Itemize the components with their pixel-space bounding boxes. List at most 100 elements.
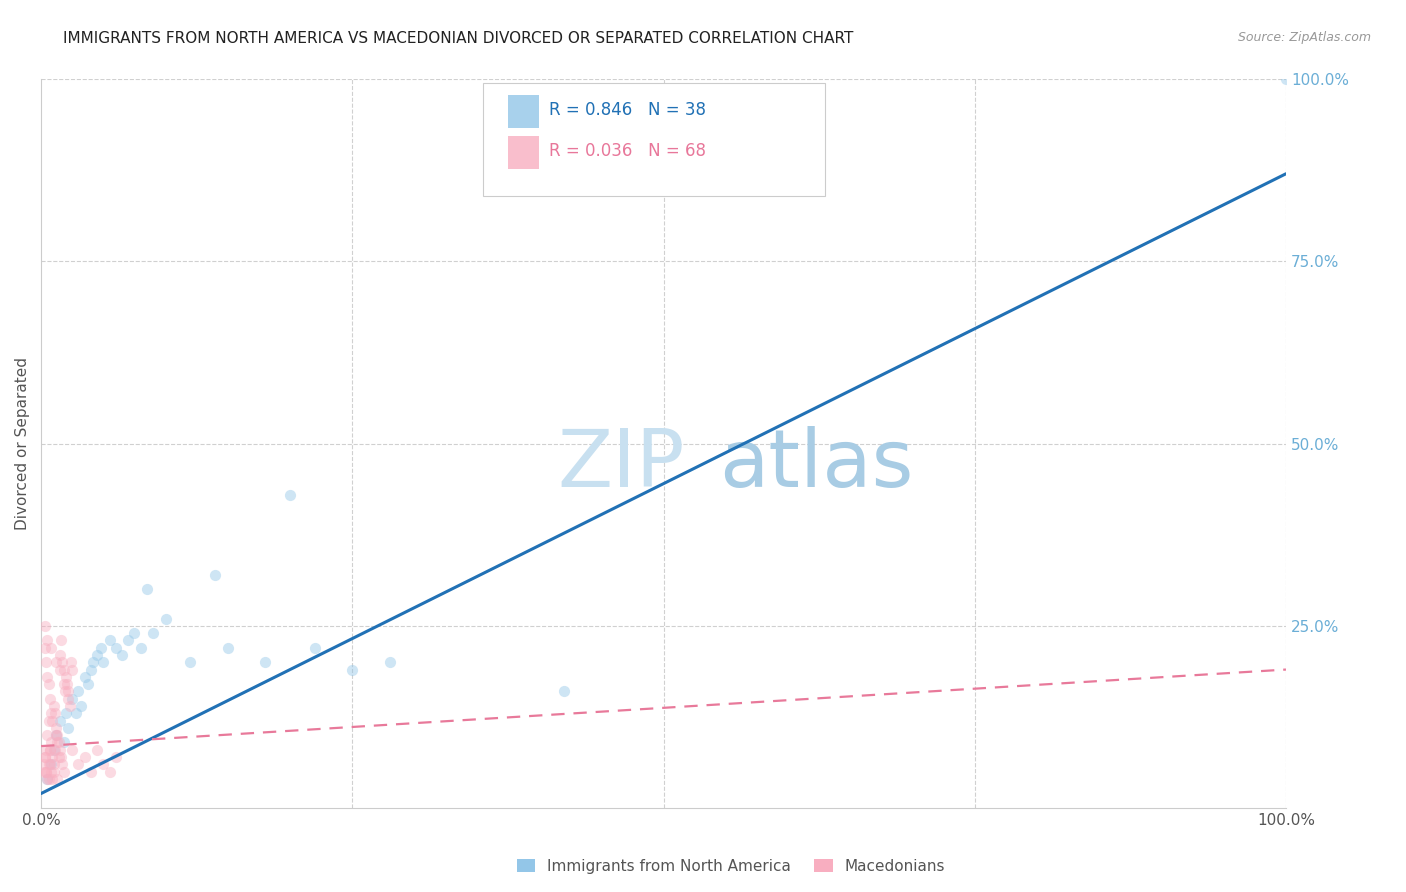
Point	[1275, 72, 1298, 87]
Point	[179, 655, 201, 669]
Point	[82, 655, 104, 669]
Point	[35, 655, 58, 669]
Point	[46, 772, 69, 786]
Point	[35, 743, 58, 757]
Point	[41, 750, 63, 764]
FancyBboxPatch shape	[508, 136, 538, 169]
Point	[42, 743, 65, 757]
Point	[60, 663, 83, 677]
Point	[32, 757, 55, 772]
Point	[86, 743, 108, 757]
Point	[42, 698, 65, 713]
Point	[93, 757, 115, 772]
Point	[65, 706, 87, 721]
Text: R = 0.846   N = 38: R = 0.846 N = 38	[548, 102, 706, 120]
Point	[553, 684, 575, 698]
Point	[55, 670, 77, 684]
Point	[129, 640, 152, 655]
Point	[378, 655, 401, 669]
Point	[37, 772, 59, 786]
Point	[104, 750, 127, 764]
Point	[38, 743, 60, 757]
Point	[38, 677, 60, 691]
Point	[86, 648, 108, 662]
Point	[39, 706, 62, 721]
Legend: Immigrants from North America, Macedonians: Immigrants from North America, Macedonia…	[510, 853, 952, 880]
Text: R = 0.036   N = 68: R = 0.036 N = 68	[548, 142, 706, 161]
Point	[98, 633, 121, 648]
Point	[49, 663, 72, 677]
Point	[53, 684, 76, 698]
Point	[39, 735, 62, 749]
Point	[70, 698, 93, 713]
Point	[80, 764, 103, 779]
Point	[90, 640, 112, 655]
Point	[45, 728, 67, 742]
Point	[42, 764, 65, 779]
Point	[38, 743, 60, 757]
Point	[73, 750, 96, 764]
Point	[42, 757, 65, 772]
Point	[34, 750, 56, 764]
Point	[49, 648, 72, 662]
Point	[52, 663, 75, 677]
Point	[77, 677, 100, 691]
Point	[38, 714, 60, 728]
Point	[58, 721, 80, 735]
FancyBboxPatch shape	[484, 83, 825, 195]
Point	[38, 691, 60, 706]
Point	[45, 721, 67, 735]
Point	[59, 698, 82, 713]
Point	[58, 691, 80, 706]
Text: atlas: atlas	[720, 426, 914, 504]
Point	[48, 750, 70, 764]
Point	[32, 764, 55, 779]
Point	[52, 735, 75, 749]
Point	[67, 757, 90, 772]
Point	[304, 640, 326, 655]
Point	[80, 663, 103, 677]
Point	[34, 640, 56, 655]
Text: IMMIGRANTS FROM NORTH AMERICA VS MACEDONIAN DIVORCED OR SEPARATED CORRELATION CH: IMMIGRANTS FROM NORTH AMERICA VS MACEDON…	[63, 31, 853, 46]
Point	[37, 772, 59, 786]
Point	[155, 611, 177, 625]
Point	[56, 677, 79, 691]
Point	[117, 633, 139, 648]
Point	[39, 640, 62, 655]
Point	[41, 772, 63, 786]
Point	[37, 670, 59, 684]
Point	[38, 772, 60, 786]
Point	[49, 743, 72, 757]
Point	[52, 677, 75, 691]
Point	[49, 633, 72, 648]
Point	[104, 640, 127, 655]
Point	[67, 684, 90, 698]
Point	[37, 728, 59, 742]
Point	[39, 757, 62, 772]
Point	[124, 626, 146, 640]
Point	[51, 655, 73, 669]
Point	[254, 655, 277, 669]
Point	[135, 582, 157, 597]
Point	[60, 743, 83, 757]
Point	[46, 735, 69, 749]
Point	[51, 757, 73, 772]
Point	[44, 743, 66, 757]
Point	[41, 714, 63, 728]
Point	[60, 691, 83, 706]
Point	[34, 750, 56, 764]
Point	[142, 626, 165, 640]
Point	[48, 735, 70, 749]
Point	[44, 706, 66, 721]
Point	[58, 684, 80, 698]
Point	[73, 670, 96, 684]
Point	[342, 663, 364, 677]
Point	[49, 750, 72, 764]
Y-axis label: Divorced or Separated: Divorced or Separated	[15, 357, 30, 530]
Text: Source: ZipAtlas.com: Source: ZipAtlas.com	[1237, 31, 1371, 45]
Point	[52, 764, 75, 779]
Point	[35, 764, 58, 779]
Point	[34, 619, 56, 633]
Point	[59, 655, 82, 669]
Point	[45, 655, 67, 669]
